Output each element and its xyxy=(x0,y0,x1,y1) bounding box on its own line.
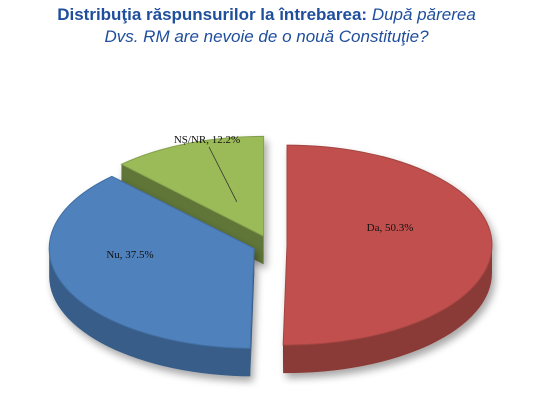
chart-title-question-1: După părerea xyxy=(371,5,476,24)
pie-slice-top xyxy=(48,175,255,349)
data-label-nnr: NȘ/NR, 12.2% xyxy=(174,134,240,146)
leader-line xyxy=(208,146,238,203)
pie-slice-top xyxy=(282,144,493,346)
pie-slice-nu xyxy=(48,175,255,377)
pie-slice-top xyxy=(120,135,265,238)
chart-title: Distribuţia răspunsurilor la întrebarea:… xyxy=(0,4,533,48)
data-label-da: Da, 50.3% xyxy=(367,222,414,234)
pie-slice-da xyxy=(282,144,493,374)
pie-slice-rim xyxy=(283,245,492,374)
pie-slice-rim xyxy=(49,248,251,377)
data-label-nu: Nu, 37.5% xyxy=(106,249,153,261)
chart-title-question-2: Dvs. RM are nevoie de o nouă Constituţie… xyxy=(104,27,429,46)
chart-title-lead: Distribuţia răspunsurilor la întrebarea: xyxy=(57,5,368,24)
